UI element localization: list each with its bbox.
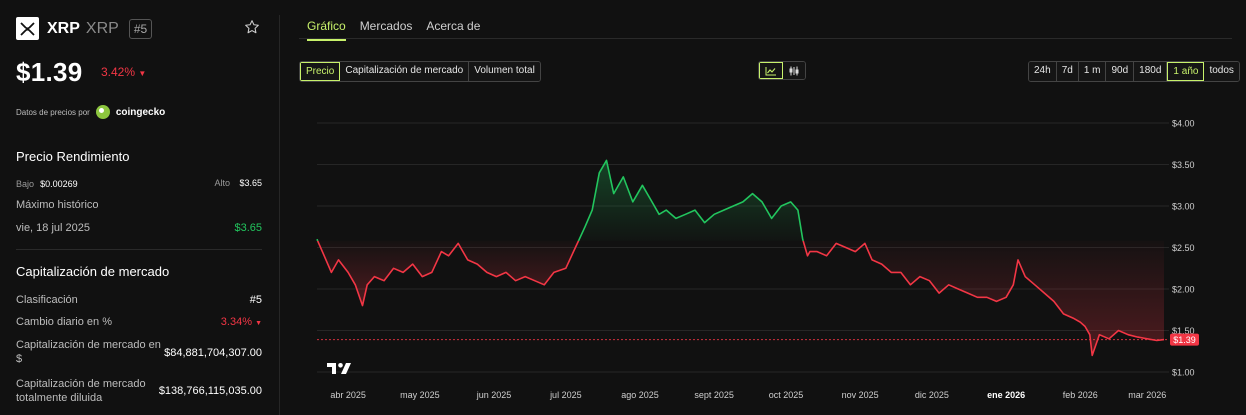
area-above-baseline (578, 160, 804, 241)
current-price-badge (1170, 333, 1199, 346)
divider (16, 249, 262, 250)
x-tick-label: feb 2026 (1063, 390, 1098, 400)
panel-separator (279, 15, 280, 415)
x-tick-label: ene 2026 (987, 390, 1025, 400)
daily-change-value: 3.34% ▼ (221, 316, 262, 328)
fdv-label: Capitalización de mercado totalmente dil… (16, 378, 146, 404)
y-tick-label: $3.00 (1172, 202, 1195, 212)
ath-date: vie, 18 jul 2025 (16, 222, 90, 234)
ath-label: Máximo histórico (16, 199, 99, 211)
fdv-row: Capitalización de mercado totalmente dil… (16, 377, 262, 407)
range-1m-button[interactable]: 1 m (1078, 62, 1107, 81)
x-tick-label: may 2025 (400, 390, 440, 400)
high-value: $3.65 (239, 178, 262, 188)
x-tick-label: jul 2025 (549, 390, 582, 400)
tradingview-logo-part (338, 363, 343, 368)
market-cap-label: Capitalización de mercado en $ (16, 339, 161, 365)
coin-info-panel: XRP XRP #5 $1.39 3.42% ▼ Datos de precio… (0, 0, 278, 415)
tab-mercados[interactable]: Mercados (359, 19, 413, 33)
price-line-segment (802, 240, 1165, 357)
price-line-segment (316, 238, 319, 242)
ath-value: $3.65 (234, 222, 262, 234)
rank-badge: #5 (128, 18, 153, 39)
x-tick-label: abr 2025 (330, 390, 366, 400)
high-label: Alto (214, 178, 230, 188)
market-cap-title: Capitalización de mercado (16, 264, 170, 279)
price-chart[interactable]: $4.00 $3.50 $3.00 $2.50 $2.00 $1.50 $1.00 abr 2… (299, 100, 1246, 415)
metric-selector: Precio Capitalización de mercado Volumen… (299, 61, 541, 82)
metric-volume-button[interactable]: Volumen total (469, 62, 540, 81)
range-selector: 24h 7d 1 m 90d 180d 1 año todos (1028, 61, 1240, 82)
range-90d-button[interactable]: 90d (1106, 62, 1135, 81)
xrp-logo-icon (16, 17, 39, 40)
market-cap-value: $84,881,704,307.00 (164, 347, 262, 359)
rank-label: Clasificación (16, 294, 78, 306)
coin-header: XRP XRP #5 (16, 17, 153, 40)
current-price: $1.39 (16, 57, 83, 87)
x-tick-label: mar 2026 (1128, 390, 1166, 400)
daily-change-label: Cambio diario en % (16, 316, 112, 328)
range-all-button[interactable]: todos (1204, 62, 1239, 81)
chart-type-selector (758, 61, 806, 80)
coin-name: XRP (47, 19, 80, 37)
y-tick-label: $2.50 (1172, 243, 1195, 253)
y-tick-label: $1.00 (1172, 368, 1195, 378)
current-price-label: $1.39 (1173, 335, 1196, 345)
x-tick-label: dic 2025 (915, 390, 949, 400)
down-arrow-icon: ▼ (138, 69, 147, 78)
metric-market-cap-button[interactable]: Capitalización de mercado (340, 62, 470, 81)
price-line-segment (316, 240, 580, 307)
daily-change-row: Cambio diario en % 3.34% ▼ (16, 316, 262, 328)
tab-grafico[interactable]: Gráfico (307, 19, 346, 41)
tradingview-logo-part (341, 363, 351, 374)
rank-row: Clasificación #5 (16, 294, 262, 306)
data-source: Datos de precios por coingecko (16, 105, 165, 119)
price-change: 3.42% ▼ (101, 65, 146, 79)
down-arrow-icon: ▼ (255, 320, 262, 327)
price-change-value: 3.42% (101, 65, 136, 79)
candlestick-icon[interactable] (783, 62, 805, 79)
y-tick-label: $3.50 (1172, 160, 1195, 170)
ath-row: vie, 18 jul 2025 $3.65 (16, 222, 262, 234)
daily-change-number: 3.34% (220, 316, 252, 328)
data-source-label: Datos de precios por (16, 107, 90, 117)
metric-price-button[interactable]: Precio (300, 62, 341, 81)
low-high-row: Bajo $0.00269 Alto $3.65 (16, 178, 262, 190)
x-tick-label: jun 2025 (476, 390, 512, 400)
coin-symbol: XRP (85, 19, 119, 37)
y-tick-label: $1.50 (1172, 326, 1195, 336)
y-tick-label: $2.00 (1172, 285, 1195, 295)
area-below-baseline (803, 240, 1164, 356)
tabs-divider (299, 38, 1232, 39)
rank-value: #5 (249, 294, 262, 306)
performance-title: Precio Rendimiento (16, 149, 130, 164)
range-1y-button[interactable]: 1 año (1167, 62, 1205, 81)
x-tick-label: oct 2025 (769, 390, 804, 400)
price-chart-svg: $4.00 $3.50 $3.00 $2.50 $2.00 $1.50 $1.00 abr 2… (316, 119, 1199, 400)
tradingview-logo-icon (327, 363, 351, 374)
low-value: $0.00269 (40, 179, 78, 189)
area-below-baseline (317, 240, 579, 306)
x-tick-label: sept 2025 (694, 390, 734, 400)
fdv-value: $138,766,115,035.00 (158, 385, 262, 397)
range-180d-button[interactable]: 180d (1134, 62, 1168, 81)
watchlist-star-icon[interactable] (244, 19, 260, 40)
line-chart-icon[interactable] (759, 62, 783, 79)
y-tick-label: $4.00 (1172, 119, 1195, 129)
price-line-segment (577, 159, 804, 242)
data-source-name[interactable]: coingecko (115, 106, 166, 118)
range-24h-button[interactable]: 24h (1029, 62, 1057, 81)
market-cap-row: Capitalización de mercado en $ $84,881,7… (16, 338, 262, 368)
coingecko-logo-icon (95, 105, 110, 119)
x-tick-label: ago 2025 (621, 390, 659, 400)
low-label: Bajo (16, 179, 35, 189)
tab-bar: Gráfico Mercados Acerca de (307, 19, 480, 41)
tradingview-logo-part (327, 363, 336, 374)
x-tick-label: nov 2025 (842, 390, 879, 400)
range-7d-button[interactable]: 7d (1056, 62, 1079, 81)
tab-acerca-de[interactable]: Acerca de (426, 19, 481, 33)
